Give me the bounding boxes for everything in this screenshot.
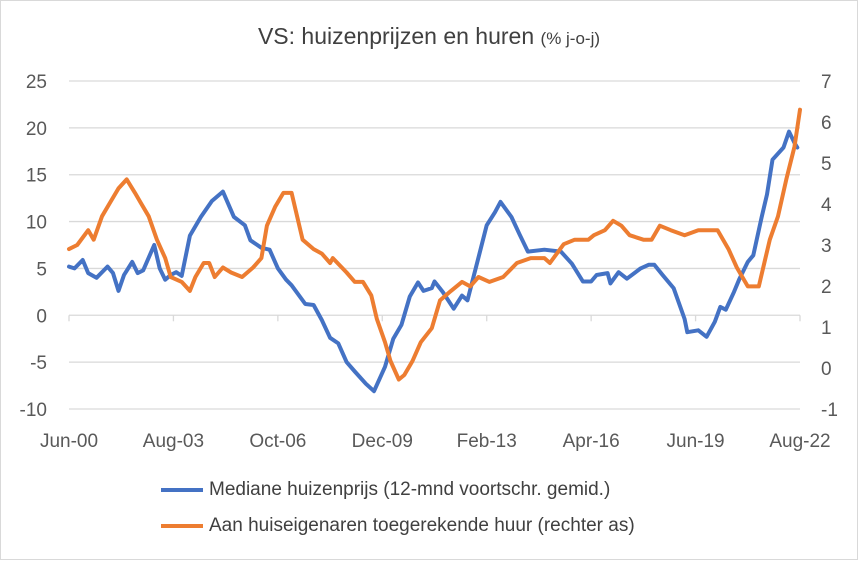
series-line-rent xyxy=(67,107,802,382)
x-tick-label: Apr-16 xyxy=(563,431,620,452)
y-right-tick-label: 6 xyxy=(821,113,832,134)
legend-swatch-blue xyxy=(161,488,203,492)
y-left-tick-label: -5 xyxy=(30,353,47,374)
y-right-tick-label: 0 xyxy=(821,359,832,380)
y-left-tick-label: 0 xyxy=(36,306,47,327)
y-right-tick-label: 2 xyxy=(821,277,832,298)
y-left-tick-label: -10 xyxy=(20,400,47,421)
y-left-tick-label: 5 xyxy=(36,259,47,280)
legend-item-house-price: Mediane huizenprijs (12-mnd voortschr. g… xyxy=(161,479,610,501)
chart-title: VS: huizenprijzen en huren (% j-o-j) xyxy=(1,23,857,50)
y-right-tick-label: 5 xyxy=(821,154,832,175)
y-right-tick-label: -1 xyxy=(821,400,838,421)
x-tick-label: Aug-22 xyxy=(769,431,830,452)
title-subtitle: (% j-o-j) xyxy=(540,29,601,48)
y-right-tick-label: 4 xyxy=(821,195,832,216)
x-tick-label: Dec-09 xyxy=(352,431,413,452)
x-tick-label: Jun-19 xyxy=(667,431,725,452)
legend-item-rent: Aan huiseigenaren toegerekende huur (rec… xyxy=(161,515,635,537)
legend-swatch-orange xyxy=(161,524,203,528)
x-tick-label: Aug-03 xyxy=(143,431,204,452)
series-line-house-price xyxy=(67,129,800,394)
legend-label: Aan huiseigenaren toegerekende huur (rec… xyxy=(209,515,635,536)
y-right-tick-label: 7 xyxy=(821,72,832,93)
x-tick-label: Jun-00 xyxy=(40,431,98,452)
legend-label: Mediane huizenprijs (12-mnd voortschr. g… xyxy=(209,479,611,500)
x-tick-label: Oct-06 xyxy=(249,431,306,452)
y-left-tick-label: 10 xyxy=(26,213,47,234)
y-left-tick-label: 25 xyxy=(26,72,47,93)
y-right-tick-label: 1 xyxy=(821,318,832,339)
y-left-tick-label: 15 xyxy=(26,166,47,187)
title-text: VS: huizenprijzen en huren xyxy=(257,23,535,49)
y-right-tick-label: 3 xyxy=(821,236,832,257)
x-tick-label: Feb-13 xyxy=(457,431,517,452)
y-left-tick-label: 20 xyxy=(26,119,47,140)
